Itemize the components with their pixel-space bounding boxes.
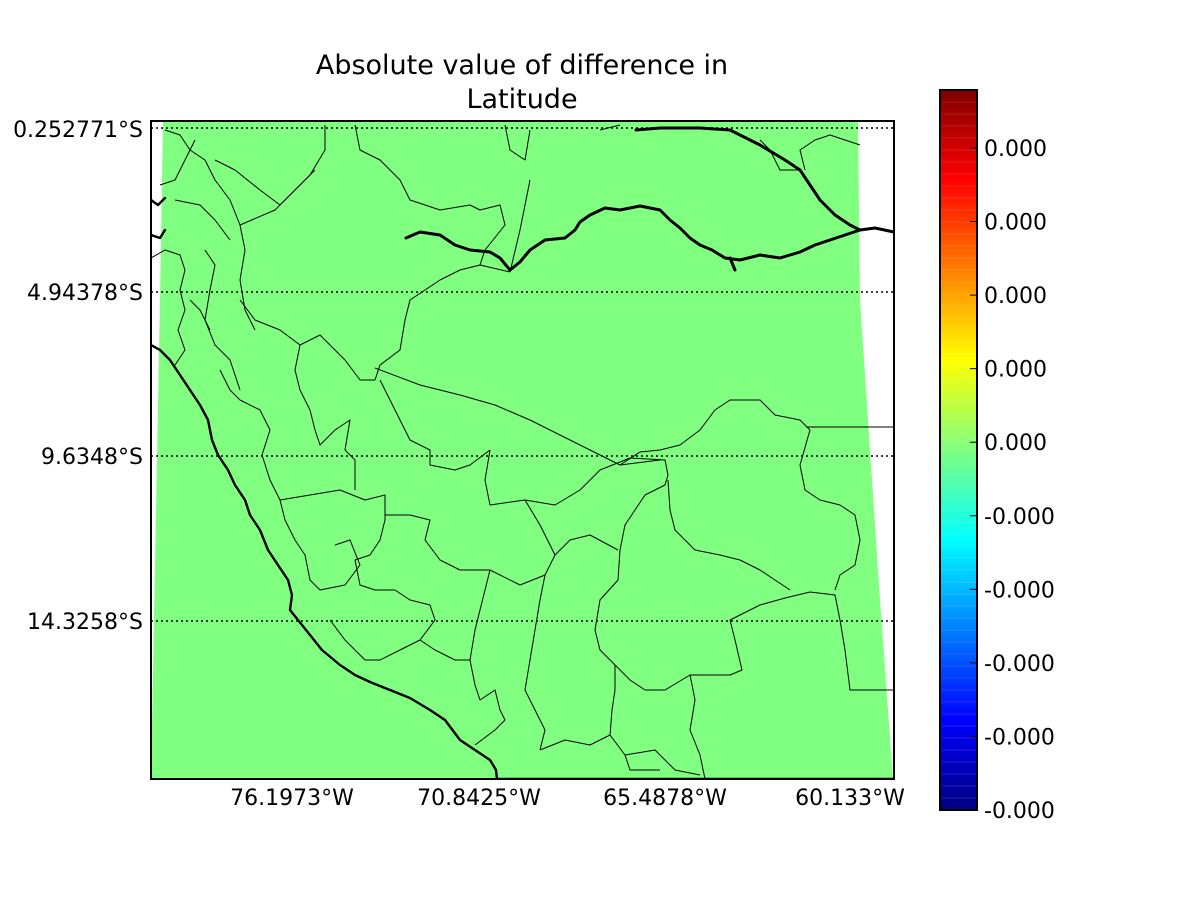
- colorbar-tick-label: -0.000: [984, 799, 1055, 824]
- map-title-line-2: Latitude: [466, 84, 577, 115]
- lon-tick-label: 65.4878°W: [603, 786, 727, 811]
- map-area: [151, 121, 894, 779]
- latitude-tick-labels: 0.252771°S 4.94378°S 9.6348°S 14.3258°S: [13, 118, 143, 635]
- colorbar-tick-label: -0.000: [984, 652, 1055, 677]
- colorbar-tick-label: -0.000: [984, 725, 1055, 750]
- lat-tick-label: 0.252771°S: [13, 118, 143, 143]
- lon-tick-label: 60.133°W: [795, 786, 905, 811]
- colorbar-gradient: [940, 90, 977, 810]
- lat-tick-label: 4.94378°S: [27, 281, 143, 306]
- colorbar-tick-label: 0.000: [984, 211, 1047, 236]
- colorbar-tick-label: 0.000: [984, 431, 1047, 456]
- colorbar-tick-label: 0.000: [984, 284, 1047, 309]
- latitude-gridlines: [151, 127, 894, 622]
- colorbar: 0.000 0.000 0.000 0.000 0.000 -0.000 -0.000 -0.…: [939, 89, 1055, 824]
- longitude-tick-labels: 76.1973°W 70.8425°W 65.4878°W 60.133°W: [230, 786, 905, 811]
- amazon-river: [404, 204, 894, 272]
- map-title-line-1: Absolute value of difference in: [316, 50, 728, 81]
- colorbar-tick-label: -0.000: [984, 578, 1055, 603]
- data-field: [151, 121, 893, 779]
- political-borders: [151, 124, 894, 779]
- colorbar-frame: [939, 89, 978, 811]
- colorbar-bands: [940, 101, 977, 799]
- map-frame: [150, 120, 895, 780]
- colorbar-tick-labels: 0.000 0.000 0.000 0.000 0.000 -0.000 -0.000 -0.…: [970, 137, 1055, 824]
- colorbar-tick-label: -0.000: [984, 505, 1055, 530]
- lon-tick-label: 70.8425°W: [417, 786, 541, 811]
- lon-tick-label: 76.1973°W: [230, 786, 354, 811]
- colorbar-tick-label: 0.000: [984, 358, 1047, 383]
- lat-tick-label: 9.6348°S: [41, 445, 143, 470]
- colorbar-tick-label: 0.000: [984, 137, 1047, 162]
- pacific-coastline: [151, 343, 499, 779]
- lat-tick-label: 14.3258°S: [27, 610, 143, 635]
